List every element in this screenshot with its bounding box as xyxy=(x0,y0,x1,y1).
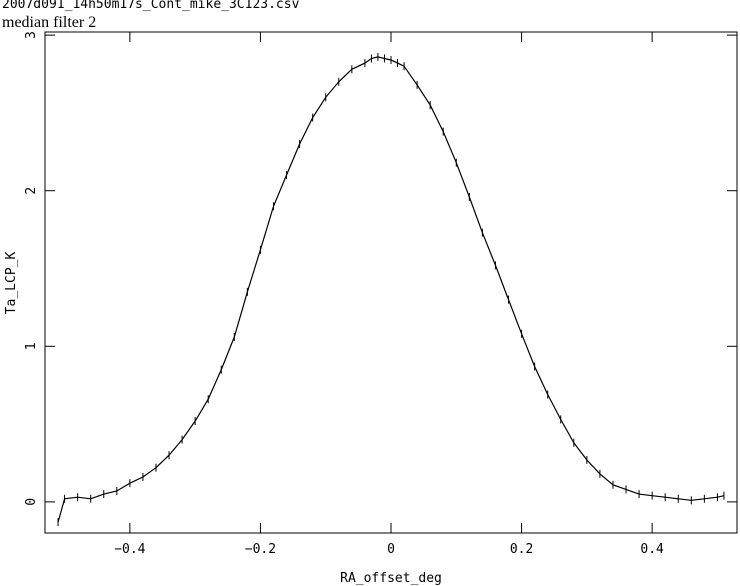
series-line xyxy=(57,56,725,523)
x-axis-label: RA_offset_deg xyxy=(340,571,442,586)
data-series xyxy=(57,52,725,527)
y-axis-ticks: 0 1 2 3 xyxy=(24,31,737,506)
x-tick-label: −0.2 xyxy=(245,542,276,557)
x-tick-label: 0 xyxy=(387,542,395,557)
y-tick-label: 1 xyxy=(24,342,39,350)
x-tick-label: 0.2 xyxy=(510,542,533,557)
y-tick-label: 2 xyxy=(24,187,39,195)
x-tick-label: −0.4 xyxy=(114,542,145,557)
x-tick-label: 0.4 xyxy=(640,542,664,557)
y-tick-label: 3 xyxy=(24,31,39,39)
plot-frame xyxy=(44,31,738,534)
x-axis-ticks: −0.4 −0.2 0 0.2 0.4 xyxy=(114,32,664,557)
chart-subtitle: median filter 2 xyxy=(2,14,97,31)
y-axis-label: Ta_LCP_K xyxy=(4,252,19,315)
chart-title: 2007d091_14h50m17s_Cont_mike_3C123.csv xyxy=(2,0,300,12)
y-tick-label: 0 xyxy=(24,498,39,506)
